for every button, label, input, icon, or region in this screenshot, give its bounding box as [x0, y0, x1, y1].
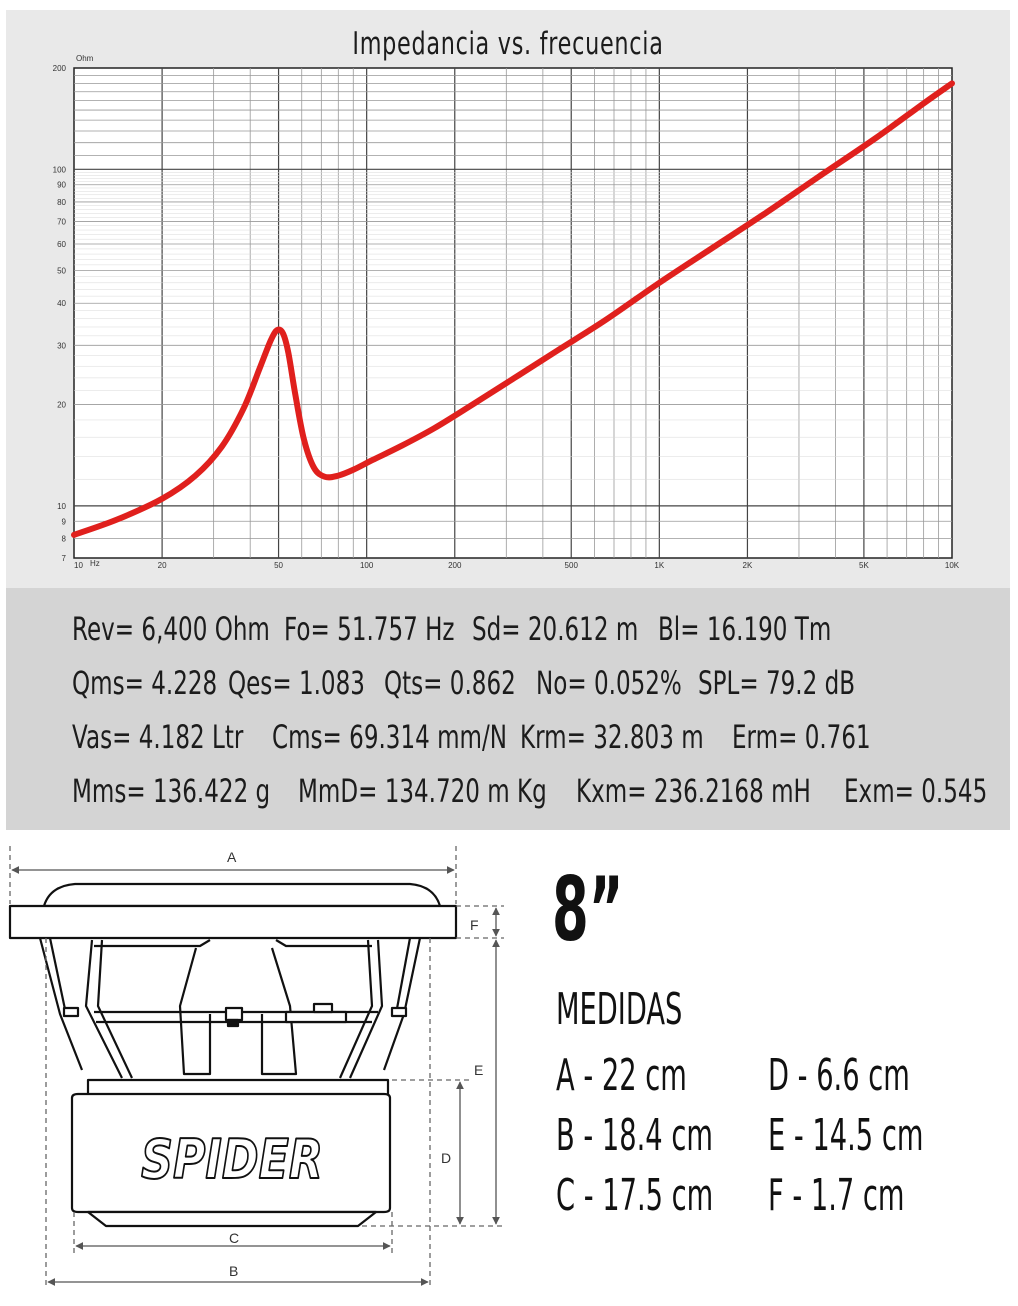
param-rev: Rev= 6,400 Ohm — [72, 610, 270, 648]
dimension-label-c: C — [229, 1230, 239, 1246]
y-tick-label: 10 — [57, 502, 66, 511]
param-no: No= 0.052% — [536, 664, 682, 702]
y-tick-label: 8 — [62, 534, 67, 543]
x-tick-label: 10K — [945, 561, 960, 570]
tick-labels: 10 20 50 100 200 500 1K 2K 5K 10K 7 8 9 10 20 30 40 50 60 7… — [53, 64, 960, 570]
y-tick-label: 90 — [57, 181, 66, 190]
x-tick-label: 2K — [743, 561, 753, 570]
speaker-dimension-diagram: SPIDER A F E D C B — [8, 846, 504, 1288]
dimension-label-a: A — [227, 849, 237, 865]
param-krm: Krm= 32.803 m — [520, 718, 704, 756]
param-qes: Qes= 1.083 — [228, 664, 365, 702]
param-vas: Vas= 4.182 Ltr — [72, 718, 244, 756]
param-fo: Fo= 51.757 Hz — [284, 610, 455, 648]
dimension-lines — [9, 846, 504, 1288]
dimension-label-e: E — [474, 1062, 483, 1078]
dimension-arrows — [11, 866, 500, 1286]
param-sd: Sd= 20.612 m — [472, 610, 639, 648]
y-tick-label: 80 — [57, 198, 66, 207]
x-tick-label: 1K — [654, 561, 664, 570]
parameters-panel: Rev= 6,400 Ohm Fo= 51.757 Hz Sd= 20.612 … — [6, 588, 1010, 830]
y-tick-label: 20 — [57, 401, 66, 410]
param-erm: Erm= 0.761 — [732, 718, 871, 756]
chart-panel: Impedancia vs. frecuencia 10 20 50 100 200 50… — [6, 10, 1010, 588]
y-tick-label: 50 — [57, 267, 66, 276]
surround — [42, 882, 442, 908]
basket — [36, 930, 422, 1079]
measurement-d: D - 6.6 cm — [768, 1050, 910, 1101]
measurement-b: B - 18.4 cm — [556, 1110, 713, 1161]
speaker-drawing: SPIDER — [8, 882, 458, 1228]
y-tick-label: 9 — [62, 517, 67, 526]
y-tick-label: 30 — [57, 341, 66, 350]
measurement-e: E - 14.5 cm — [768, 1110, 924, 1161]
speaker-size: 8” — [552, 858, 624, 961]
y-tick-label: 7 — [62, 554, 67, 563]
y-tick-label: 200 — [53, 64, 67, 73]
param-qts: Qts= 0.862 — [384, 664, 516, 702]
x-tick-label: 10 — [74, 561, 83, 570]
impedance-curve — [71, 80, 955, 538]
impedance-chart: 10 20 50 100 200 500 1K 2K 5K 10K 7 8 9 10 20 30 40 50 60 7… — [53, 54, 960, 570]
param-mms: Mms= 136.422 g — [72, 772, 271, 810]
y-tick-label: 60 — [57, 240, 66, 249]
dimension-label-f: F — [470, 917, 479, 933]
measurement-c: C - 17.5 cm — [556, 1170, 714, 1221]
y-tick-label: 100 — [53, 165, 67, 174]
magnet — [70, 1092, 392, 1214]
series — [71, 80, 955, 538]
bottom-plate — [86, 1210, 378, 1228]
x-tick-label: 100 — [360, 561, 374, 570]
dimension-label-b: B — [229, 1263, 238, 1279]
mounting-flange — [8, 904, 458, 940]
x-axis-unit: Hz — [90, 559, 100, 568]
measurement-a: A - 22 cm — [556, 1050, 687, 1101]
x-tick-label: 50 — [274, 561, 283, 570]
x-tick-label: 200 — [448, 561, 462, 570]
y-axis-unit: Ohm — [76, 54, 94, 63]
param-kxm: Kxm= 236.2168 mH — [576, 772, 811, 810]
param-mmd: MmD= 134.720 m Kg — [298, 772, 547, 810]
x-tick-label: 20 — [158, 561, 167, 570]
measurement-f: F - 1.7 cm — [768, 1170, 905, 1221]
measurements-title: MEDIDAS — [556, 984, 683, 1035]
y-tick-label: 70 — [57, 217, 66, 226]
param-exm: Exm= 0.545 — [844, 772, 988, 810]
dimension-label-d: D — [441, 1150, 451, 1166]
plot-area — [73, 67, 953, 559]
param-spl: SPL= 79.2 dB — [698, 664, 856, 702]
x-tick-label: 500 — [565, 561, 579, 570]
spider-logo: SPIDER — [141, 1128, 323, 1191]
x-tick-label: 5K — [859, 561, 869, 570]
param-cms: Cms= 69.314 mm/N — [272, 718, 507, 756]
chart-title: Impedancia vs. frecuencia — [352, 26, 664, 62]
param-bl: Bl= 16.190 Tm — [658, 610, 832, 648]
y-tick-label: 40 — [57, 299, 66, 308]
param-qms: Qms= 4.228 — [72, 664, 218, 702]
